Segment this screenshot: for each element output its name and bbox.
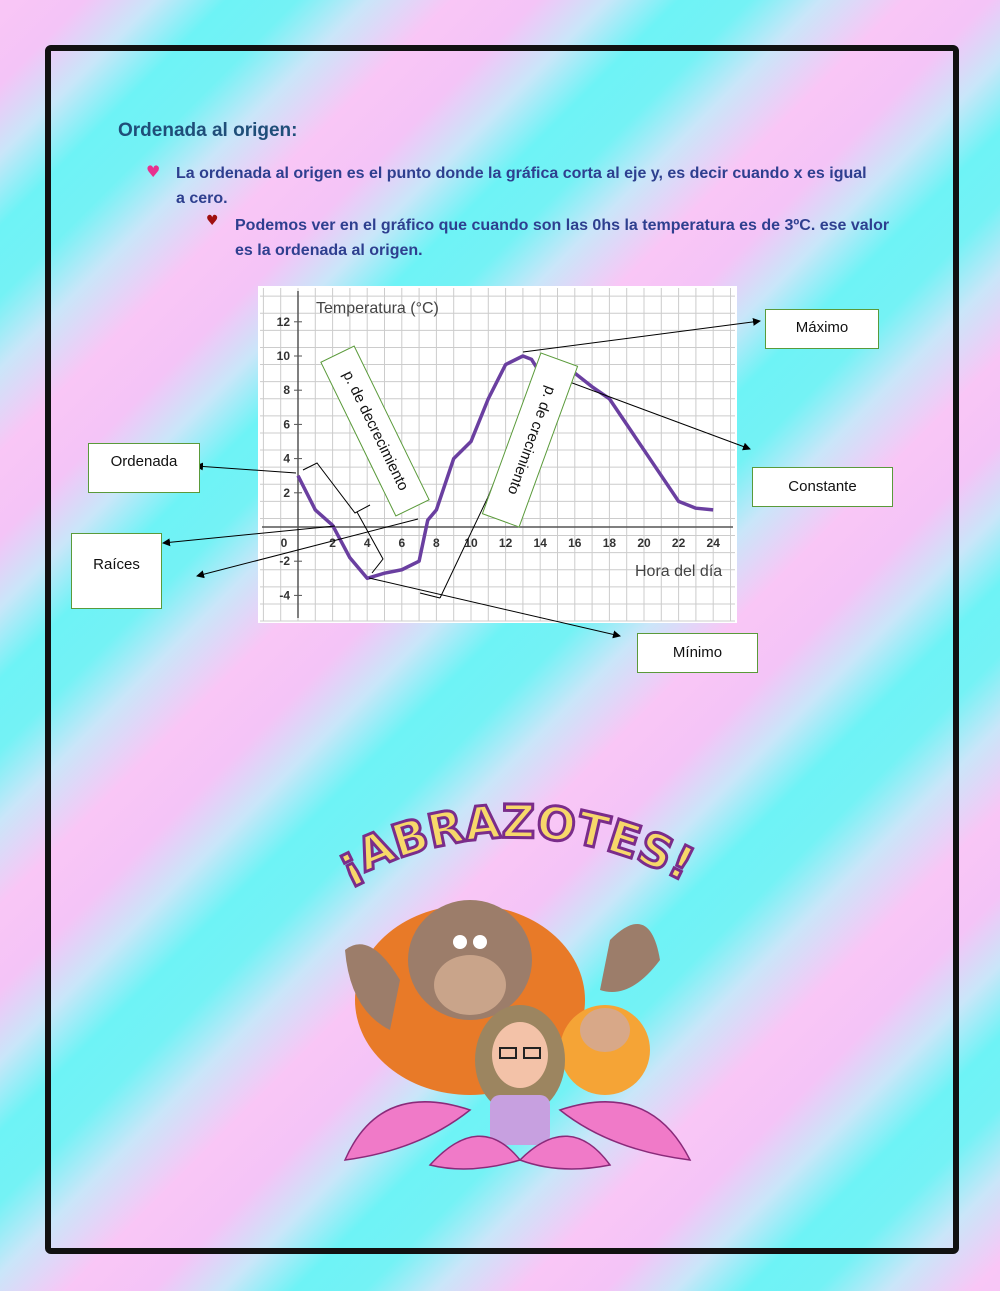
- y-tick-label: -2: [279, 554, 290, 568]
- x-tick-label: 6: [398, 536, 405, 550]
- x-tick-label: 2: [329, 536, 336, 550]
- leaves-illustration: [343, 1101, 692, 1170]
- red-heart-icon: ♥: [206, 213, 219, 229]
- label-maximo: Máximo: [765, 309, 879, 349]
- bracket-crecimiento-3: [419, 592, 441, 599]
- avatar-illustration: [475, 1005, 565, 1145]
- bullet-text-2: Podemos ver en el gráfico que cuando son…: [235, 217, 890, 259]
- x-tick-label: 22: [672, 536, 686, 550]
- x-tick-label: 0: [281, 536, 288, 550]
- x-tick-label: 18: [603, 536, 617, 550]
- chart-background: [258, 286, 737, 623]
- arrow-raiz-1: [162, 525, 336, 547]
- x-tick-label: 4: [364, 536, 371, 550]
- y-tick-label: 10: [277, 349, 291, 363]
- x-tick-label: 24: [707, 536, 721, 550]
- x-tick-label: 12: [499, 536, 513, 550]
- sticker-title: ¡ABRAZOTES!: [327, 794, 702, 891]
- y-tick-label: -4: [279, 588, 290, 602]
- bullet-text-1: La ordenada al origen es el punto donde …: [176, 165, 867, 207]
- y-tick-label: 6: [283, 417, 290, 431]
- page-border: [45, 45, 959, 1254]
- label-constante: Constante: [752, 467, 893, 507]
- temperature-series-line: [296, 354, 714, 581]
- y-tick-label: 2: [283, 486, 290, 500]
- x-tick-label: 20: [637, 536, 651, 550]
- y-tick-label: 8: [283, 383, 290, 397]
- arrow-maximo: [522, 317, 761, 353]
- x-tick-label: 16: [568, 536, 582, 550]
- arrow-constante: [539, 370, 751, 451]
- y-tick-label: 12: [277, 315, 291, 329]
- bracket-decrecimiento-2: [356, 511, 384, 574]
- arrow-ordenada: [195, 462, 297, 474]
- x-tick-label: 14: [534, 536, 548, 550]
- x-axis-label: Hora del día: [635, 563, 722, 580]
- y-tick-label: 4: [283, 452, 290, 466]
- pink-heart-icon: ♥: [146, 162, 161, 181]
- label-raices: Raíces: [71, 533, 162, 609]
- arrow-minimo: [368, 577, 621, 639]
- section-heading: Ordenada al origen:: [118, 120, 298, 141]
- y-axis-label: Temperatura (°C): [316, 300, 439, 317]
- label-minimo: Mínimo: [637, 633, 758, 673]
- label-ordenada: Ordenada: [88, 443, 200, 493]
- bracket-decrecimiento-1: [302, 462, 371, 514]
- x-tick-label: 8: [433, 536, 440, 550]
- arrow-raiz-2: [196, 518, 419, 579]
